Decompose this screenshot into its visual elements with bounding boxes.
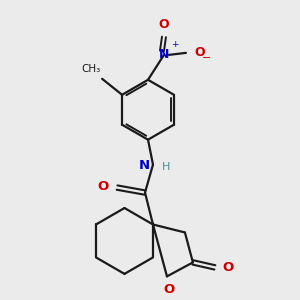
Text: O: O bbox=[98, 180, 109, 193]
Text: O: O bbox=[194, 46, 205, 59]
Text: N: N bbox=[159, 48, 169, 62]
Text: +: + bbox=[171, 40, 178, 49]
Text: −: − bbox=[202, 53, 211, 63]
Text: O: O bbox=[223, 261, 234, 274]
Text: N: N bbox=[139, 159, 150, 172]
Text: H: H bbox=[162, 162, 170, 172]
Text: CH₃: CH₃ bbox=[81, 64, 100, 74]
Text: O: O bbox=[163, 284, 175, 296]
Text: O: O bbox=[159, 18, 169, 31]
